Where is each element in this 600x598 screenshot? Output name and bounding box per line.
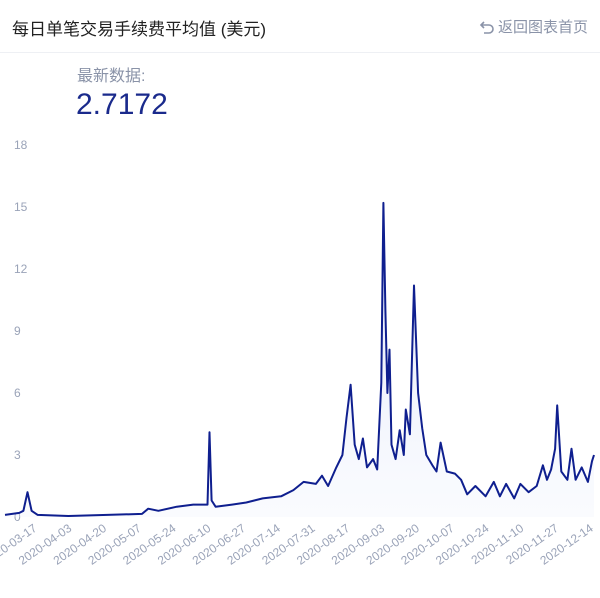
x-tick-label: 2020-07-31: [259, 521, 318, 568]
area: [5, 202, 594, 517]
title: 每日单笔交易手续费平均值 (美元): [12, 20, 267, 39]
x-tick-label: 2020-09-20: [364, 521, 423, 568]
y-tick-label: 3: [14, 448, 21, 462]
x-tick-label: 2020-05-24: [120, 521, 179, 568]
x-tick-label: 2020-04-20: [51, 521, 110, 568]
x-tick-label: 2020-06-10: [155, 521, 214, 568]
line: [4, 201, 595, 517]
latest-label: 最新数据:: [77, 68, 146, 85]
y-tick-label: 9: [14, 324, 21, 338]
x-tick-label: 2020-10-24: [433, 521, 492, 568]
x-tick-label: 2020-07-14: [224, 521, 283, 568]
x-tick-label: 2020-11-10: [469, 521, 527, 567]
y-tick-label: 12: [14, 262, 28, 276]
x-tick-label: 2020-05-07: [85, 521, 144, 568]
x-tick-label: 2020-10-07: [398, 521, 457, 568]
x-tick-label: 2020-12-14: [537, 521, 596, 568]
header: 每日单笔交易手续费平均值 (美元) 返回图表首页: [0, 0, 600, 53]
x-tick-label: 2020-04-03: [16, 521, 75, 568]
latest-value: 2.7172: [76, 88, 168, 121]
x-tick-label: 2020-08-17: [294, 521, 353, 568]
y-tick-label: 0: [14, 510, 21, 524]
x-tick-label: 2020-03-17: [0, 521, 40, 568]
back-button[interactable]: 返回图表首页: [479, 16, 588, 37]
back-label: 返回图表首页: [497, 19, 588, 36]
y-tick-label: 15: [14, 200, 28, 214]
y-tick-label: 18: [14, 138, 28, 152]
y-tick-label: 6: [14, 386, 21, 400]
back-icon: [479, 20, 494, 34]
x-tick-label: 2020-06-27: [190, 521, 249, 568]
x-tick-label: 2020-09-03: [329, 521, 388, 568]
x-tick-label: 2020-11-27: [503, 521, 561, 567]
